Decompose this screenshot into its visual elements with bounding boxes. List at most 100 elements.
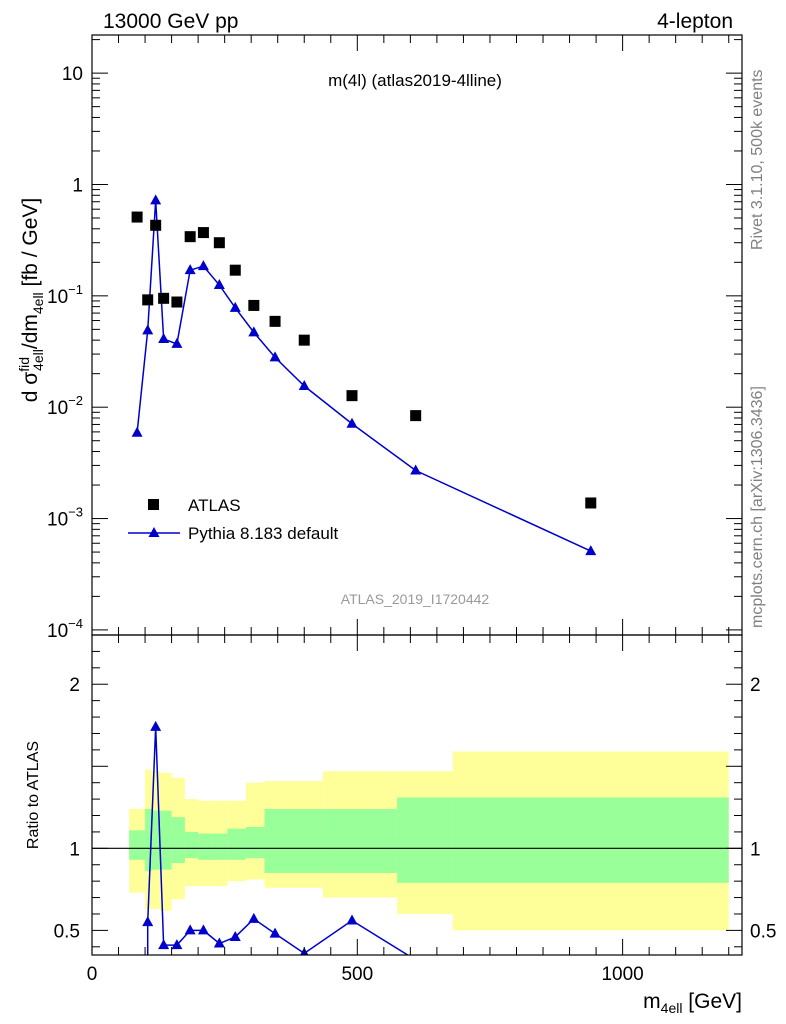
ratio-pythia-series: [142, 720, 410, 955]
ratio-marker: [229, 930, 241, 941]
pythia-marker: [585, 545, 597, 556]
ratio-marker: [197, 924, 209, 935]
stat-uncertainty-band: [184, 831, 199, 859]
stat-uncertainty-band: [211, 833, 228, 860]
stat-uncertainty-band: [322, 808, 398, 873]
atlas-marker: [158, 292, 170, 304]
pythia-marker: [197, 260, 209, 271]
pythia-marker: [184, 264, 196, 275]
ratio-panel-frame: [91, 634, 743, 956]
atlas-series: [131, 211, 597, 509]
top-axis-ticks: [91, 35, 742, 635]
bottom-tick-labels: 0.5 0.5 1 1 2 2 0 500 1000: [54, 675, 777, 985]
stat-uncertainty-band: [171, 817, 185, 864]
y-tick-label: 10−4: [47, 616, 83, 642]
x-tick-label: 1000: [601, 964, 643, 985]
atlas-marker: [410, 410, 422, 422]
ratio-marker: [346, 914, 358, 925]
ratio-marker: [158, 939, 170, 950]
x-axis-label: m4ell [GeV]: [643, 990, 742, 1016]
atlas-marker: [197, 227, 209, 239]
atlas-marker: [269, 315, 281, 327]
y-tick-base: 10: [47, 510, 68, 531]
y-tick-label: 10−3: [47, 505, 83, 531]
stat-uncertainty-band: [227, 828, 246, 860]
ratio-line: [146, 726, 410, 955]
y-label-part: d σ: [19, 372, 42, 403]
atlas-marker: [171, 296, 183, 308]
atlas-marker: [131, 211, 143, 223]
atlas-marker: [298, 334, 310, 346]
ratio-marker: [269, 927, 281, 938]
ratio-y-tick-label-right: 0.5: [750, 921, 776, 942]
pythia-marker: [248, 326, 260, 337]
ratio-y-tick-label-right: 1: [750, 839, 761, 860]
y-label-part: fid: [16, 357, 32, 372]
pythia-series: [131, 194, 597, 556]
ratio-y-tick-label: 0.5: [54, 921, 80, 942]
x-tick-label: 500: [341, 964, 373, 985]
atlas-marker: [346, 390, 358, 402]
ratio-marker: [248, 912, 260, 923]
ratio-marker: [150, 720, 162, 731]
x-label-part: m: [643, 990, 661, 1013]
pythia-marker: [346, 417, 358, 428]
y-label-part: /dm: [19, 314, 42, 349]
ratio-y-tick-label: 1: [69, 839, 80, 860]
y-tick-exponent: −2: [68, 393, 83, 408]
atlas-marker: [229, 264, 241, 276]
legend-atlas-marker: [148, 499, 159, 510]
ratio-y-tick-label: 2: [69, 675, 80, 696]
stat-uncertainty-band: [397, 797, 453, 883]
pythia-marker: [171, 337, 183, 348]
y-axis-label: d σfid4ell/dm4ell [fb / GeV]: [16, 198, 46, 402]
atlas-marker: [213, 237, 225, 249]
watermark: ATLAS_2019_I1720442: [341, 591, 490, 607]
stat-uncertainty-band: [151, 810, 160, 870]
y-tick-exponent: −4: [68, 616, 83, 631]
stat-uncertainty-band: [198, 833, 212, 860]
y-tick-base: 10: [47, 398, 68, 419]
header-right: 4-lepton: [657, 10, 733, 33]
atlas-marker: [248, 299, 260, 311]
atlas-marker: [150, 219, 162, 231]
stat-uncertainty-band: [452, 797, 729, 883]
ratio-y-tick-label-right: 2: [750, 675, 761, 696]
ratio-marker: [142, 916, 154, 927]
y-tick-base: 1: [72, 175, 83, 196]
stat-uncertainty-band: [159, 810, 172, 870]
pythia-marker: [269, 351, 281, 362]
rivet-label: Rivet 3.1.10, 500k events: [749, 69, 766, 250]
y-tick-exponent: −3: [68, 505, 83, 520]
atlas-marker: [142, 294, 154, 306]
bottom-axis-ticks: [91, 635, 742, 955]
legend-atlas-label: ATLAS: [188, 496, 241, 515]
pythia-marker: [410, 464, 422, 475]
mcplots-label: mcplots.cern.ch [arXiv:1306.3436]: [749, 386, 766, 628]
pythia-marker: [158, 332, 170, 343]
ratio-marker: [184, 924, 196, 935]
main-panel-frame: [91, 34, 743, 636]
legend-pythia-label: Pythia 8.183 default: [188, 524, 339, 543]
stat-uncertainty-band: [264, 808, 323, 873]
uncertainty-bands: [129, 751, 729, 931]
stat-uncertainty-band: [245, 827, 265, 859]
y-label-part: 4ell: [30, 292, 46, 314]
stat-uncertainty-band: [129, 830, 146, 860]
y-tick-label: 10−1: [47, 282, 83, 308]
pythia-marker: [213, 279, 225, 290]
atlas-marker: [585, 497, 597, 509]
y-label-part: 4ell: [30, 349, 46, 371]
y-tick-exponent: −1: [68, 282, 83, 297]
y-tick-label: 1: [72, 175, 83, 196]
x-label-part: [GeV]: [682, 990, 742, 1013]
x-tick-label: 0: [87, 964, 98, 985]
header-left: 13000 GeV pp: [103, 10, 238, 33]
ratio-marker: [213, 937, 225, 948]
ratio-panel: 0.5 0.5 1 1 2 2 0 500 1000 Ratio to ATLAS m4ell …: [25, 634, 777, 1016]
y-tick-base: 10: [47, 621, 68, 642]
pythia-marker: [150, 194, 162, 205]
pythia-marker: [131, 426, 143, 437]
plot-title: m(4l) (atlas2019-4lline): [328, 71, 502, 90]
